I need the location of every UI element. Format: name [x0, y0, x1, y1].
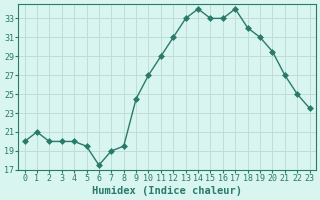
X-axis label: Humidex (Indice chaleur): Humidex (Indice chaleur): [92, 186, 242, 196]
